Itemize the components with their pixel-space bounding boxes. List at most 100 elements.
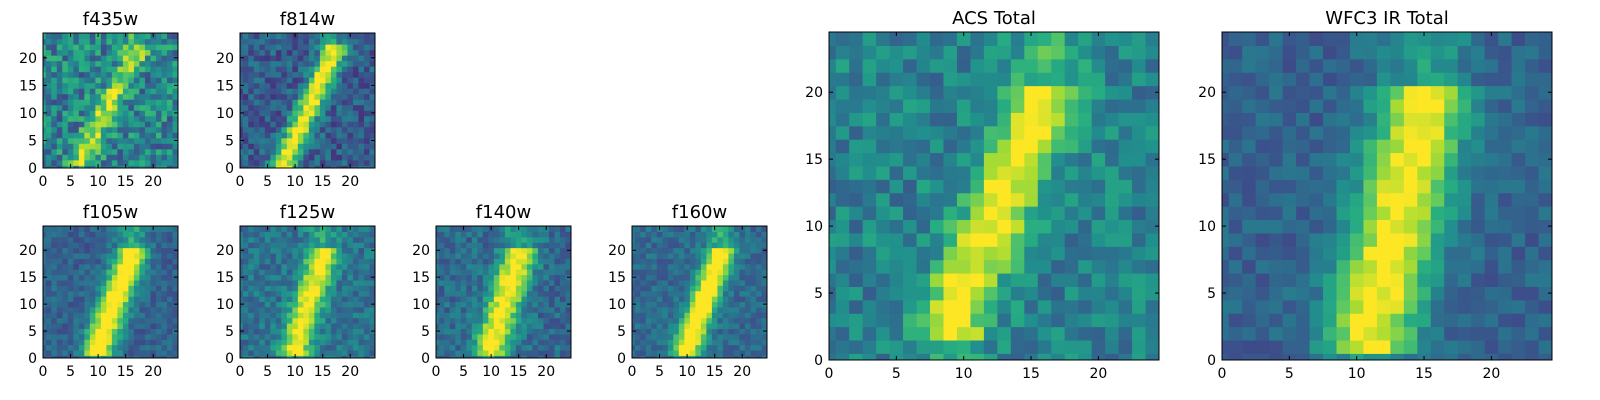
- heatmap-cell: [242, 269, 249, 276]
- heatmap-cell: [1309, 152, 1324, 167]
- heatmap-cell: [1457, 219, 1472, 234]
- heatmap-cell: [352, 269, 360, 276]
- heatmap-cell: [106, 339, 113, 346]
- heatmap-cell: [1498, 313, 1513, 328]
- heatmap-cell: [133, 60, 141, 67]
- heatmap-cell: [515, 258, 523, 265]
- heatmap-cell: [253, 104, 260, 111]
- heatmap-cell: [133, 77, 141, 84]
- heatmap-cell: [106, 110, 113, 117]
- heatmap-cell: [744, 226, 752, 232]
- heatmap-cell: [78, 60, 85, 67]
- heatmap-cell: [56, 306, 63, 313]
- heatmap-cell: [144, 322, 152, 329]
- heatmap-cell: [1269, 246, 1284, 261]
- heatmap-cell: [62, 148, 69, 155]
- heatmap-cell: [286, 143, 293, 150]
- heatmap-cell: [314, 49, 321, 56]
- heatmap-cell: [1222, 313, 1230, 328]
- heatmap-cell: [297, 66, 304, 73]
- heatmap-cell: [150, 104, 157, 111]
- heatmap-cell: [248, 306, 255, 313]
- heatmap-cell: [122, 290, 130, 297]
- heatmap-cell: [166, 344, 174, 351]
- heatmap-cell: [1064, 139, 1079, 154]
- heatmap-cell: [100, 143, 107, 150]
- heatmap-cell: [352, 38, 360, 45]
- heatmap-cell: [761, 269, 767, 276]
- heatmap-cell: [532, 333, 539, 340]
- heatmap-cell: [1078, 286, 1093, 301]
- heatmap-cell: [744, 322, 752, 329]
- heatmap-cell: [1024, 326, 1039, 341]
- heatmap-cell: [1051, 246, 1066, 261]
- heatmap-cell: [43, 258, 47, 265]
- heatmap-cell: [150, 38, 157, 45]
- heatmap-cell: [956, 246, 972, 261]
- heatmap-cell: [166, 88, 174, 95]
- heatmap-cell: [499, 322, 506, 329]
- heatmap-cell: [117, 274, 124, 281]
- heatmap-cell: [983, 353, 998, 360]
- heatmap-cell: [308, 49, 315, 56]
- heatmap-cell: [1024, 85, 1039, 100]
- heatmap-cell: [128, 71, 135, 78]
- heatmap-cell: [275, 322, 282, 329]
- heatmap-cell: [678, 317, 685, 324]
- heatmap-cell: [645, 301, 652, 308]
- heatmap-cell: [281, 165, 288, 168]
- heatmap-cell: [1525, 192, 1540, 207]
- heatmap-cell: [548, 306, 556, 313]
- heatmap-cell: [84, 226, 91, 232]
- heatmap-cell: [1091, 219, 1106, 234]
- heatmap-cell: [363, 236, 371, 243]
- heatmap-cell: [336, 88, 343, 95]
- heatmap-cell: [314, 355, 321, 358]
- heatmap-cell: [1024, 206, 1039, 221]
- heatmap-cell: [684, 242, 691, 249]
- heatmap-cell: [325, 99, 332, 106]
- heatmap-cell: [728, 328, 735, 335]
- heatmap-cell: [1037, 353, 1052, 360]
- heatmap-cell: [755, 258, 763, 265]
- heatmap-cell: [111, 132, 118, 139]
- heatmap-cell: [1498, 339, 1513, 354]
- heatmap-cell: [1145, 152, 1159, 167]
- heatmap-cell: [689, 258, 696, 265]
- heatmap-cell: [259, 306, 266, 313]
- heatmap-cell: [73, 66, 80, 73]
- heatmap-cell: [128, 126, 135, 133]
- heatmap-cell: [1376, 246, 1391, 261]
- heatmap-cell: [1132, 125, 1147, 140]
- heatmap-cell: [341, 317, 349, 324]
- heatmap-cell: [493, 247, 500, 254]
- heatmap-cell: [1105, 139, 1120, 154]
- heatmap-cell: [128, 110, 135, 117]
- heatmap-cell: [341, 132, 349, 139]
- heatmap-cell: [444, 252, 451, 259]
- heatmap-cell: [253, 110, 260, 117]
- heatmap-cell: [548, 236, 556, 243]
- heatmap-cell: [444, 349, 451, 356]
- heatmap-cell: [111, 66, 118, 73]
- heatmap-cell: [1118, 98, 1133, 113]
- heatmap-cell: [275, 236, 282, 243]
- heatmap-cell: [1403, 232, 1418, 247]
- heatmap-cell: [303, 258, 310, 265]
- heatmap-cell: [297, 312, 304, 319]
- heatmap-cell: [477, 279, 484, 286]
- heatmap-cell: [466, 285, 473, 292]
- heatmap-cell: [341, 115, 349, 122]
- heatmap-cell: [1457, 232, 1472, 247]
- heatmap-cell: [835, 58, 850, 73]
- heatmap-cell: [347, 115, 354, 122]
- heatmap-cell: [717, 312, 724, 319]
- heatmap-cell: [1145, 353, 1159, 360]
- heatmap-cell: [240, 258, 244, 265]
- heatmap-cell: [308, 99, 315, 106]
- heatmap-cell: [259, 263, 266, 270]
- heatmap-cell: [242, 77, 249, 84]
- heatmap-cell: [100, 339, 107, 346]
- heatmap-cell: [106, 317, 113, 324]
- heatmap-cell: [1363, 165, 1378, 180]
